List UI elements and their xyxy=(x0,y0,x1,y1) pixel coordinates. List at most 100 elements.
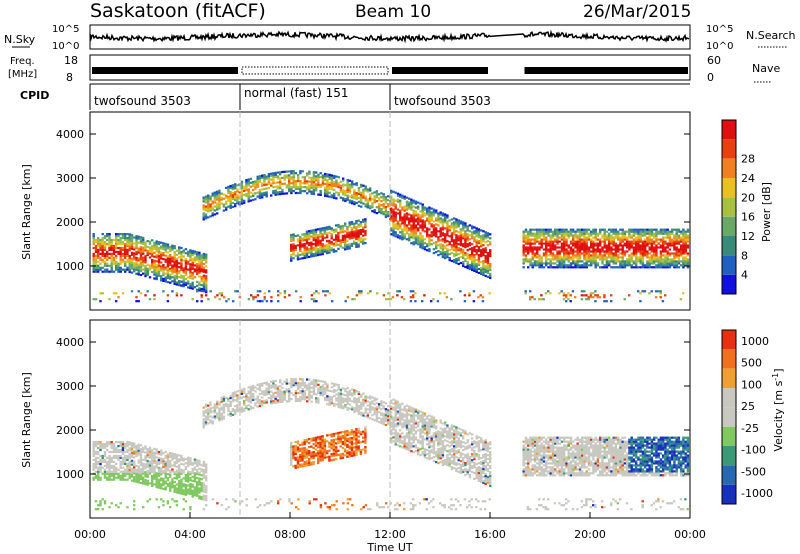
heatmap-cell xyxy=(671,244,674,247)
heatmap-cell xyxy=(330,196,334,199)
heatmap-cell xyxy=(387,205,390,208)
heatmap-cell xyxy=(371,192,374,195)
heatmap-cell xyxy=(446,248,449,251)
heatmap-cell xyxy=(346,245,349,248)
heatmap-cell xyxy=(142,238,145,241)
heatmap-cell xyxy=(146,290,149,293)
heatmap-cell xyxy=(644,266,647,269)
heatmap-cell xyxy=(578,248,582,251)
heatmap-cell xyxy=(533,236,537,239)
heatmap-cell xyxy=(135,246,138,250)
heatmap-cell xyxy=(601,260,604,263)
heatmap-cell xyxy=(489,237,492,240)
heatmap-cell xyxy=(364,220,367,223)
heatmap-cell xyxy=(547,258,550,261)
heatmap-cell xyxy=(200,478,203,481)
heatmap-cell xyxy=(412,211,415,214)
heatmap-cell xyxy=(193,458,197,461)
heatmap-cell xyxy=(213,193,217,196)
heatmap-cell xyxy=(572,242,575,245)
heatmap-cell xyxy=(428,242,431,245)
heatmap-cell xyxy=(558,240,561,243)
heatmap-cell xyxy=(130,445,134,448)
heatmap-cell xyxy=(106,262,109,265)
heatmap-cell xyxy=(450,259,454,263)
heatmap-cell xyxy=(126,472,129,475)
heatmap-cell xyxy=(605,234,609,237)
heatmap-cell xyxy=(243,399,246,402)
heatmap-cell xyxy=(200,260,203,263)
heatmap-cell xyxy=(637,244,640,247)
heatmap-cell xyxy=(599,232,602,235)
heatmap-cell xyxy=(464,265,467,269)
heatmap-cell xyxy=(144,255,147,258)
heatmap-cell xyxy=(666,254,669,257)
heatmap-cell xyxy=(97,476,100,479)
heatmap-cell xyxy=(328,239,331,242)
heatmap-cell xyxy=(684,260,687,263)
heatmap-cell xyxy=(155,246,158,249)
heatmap-cell xyxy=(153,251,156,254)
heatmap-cell xyxy=(108,441,111,444)
heatmap-cell xyxy=(202,484,206,487)
heatmap-cell xyxy=(276,181,280,184)
heatmap-cell xyxy=(323,236,327,239)
heatmap-cell xyxy=(166,247,170,250)
heatmap-cell xyxy=(480,272,483,275)
heatmap-cell xyxy=(337,194,340,197)
heatmap-cell xyxy=(484,241,487,244)
heatmap-cell xyxy=(162,472,165,475)
heatmap-cell xyxy=(148,446,152,449)
heatmap-cell xyxy=(92,454,95,458)
heatmap-cell xyxy=(108,456,111,459)
heatmap-cell xyxy=(106,270,109,273)
heatmap-cell xyxy=(182,471,185,474)
colorbar-tick-label: 16 xyxy=(741,211,755,224)
heatmap-cell xyxy=(229,400,232,404)
heatmap-cell xyxy=(455,238,458,241)
heatmap-cell xyxy=(175,489,179,492)
heatmap-cell xyxy=(367,292,370,295)
heatmap-cell xyxy=(297,174,300,177)
heatmap-cell xyxy=(245,193,248,196)
heatmap-cell xyxy=(196,486,199,489)
heatmap-cell xyxy=(126,450,129,454)
heatmap-cell xyxy=(477,296,480,299)
heatmap-cell xyxy=(378,199,381,202)
heatmap-cell xyxy=(108,252,111,255)
heatmap-cell xyxy=(673,256,676,259)
heatmap-cell xyxy=(578,232,582,235)
heatmap-cell xyxy=(542,242,546,245)
heatmap-cell xyxy=(360,205,363,208)
heatmap-cell xyxy=(453,233,456,236)
heatmap-cell xyxy=(578,252,582,255)
heatmap-cell xyxy=(547,248,550,251)
heatmap-cell xyxy=(592,242,595,245)
heatmap-cell xyxy=(357,239,360,242)
heatmap-cell xyxy=(196,476,199,480)
heatmap-cell xyxy=(193,486,197,489)
heatmap-cell xyxy=(554,258,557,261)
heatmap-cell xyxy=(524,246,528,249)
heatmap-cell xyxy=(137,477,140,480)
heatmap-cell xyxy=(348,225,351,228)
heatmap-cell xyxy=(610,248,613,251)
heatmap-cell xyxy=(171,468,174,471)
heatmap-cell xyxy=(585,238,588,241)
heatmap-cell xyxy=(360,290,363,293)
nsky-line xyxy=(89,29,690,44)
heatmap-cell xyxy=(276,399,280,402)
heatmap-cell xyxy=(623,264,627,267)
heatmap-cell xyxy=(211,416,214,419)
heatmap-cell xyxy=(312,231,315,234)
heatmap-cell xyxy=(115,235,118,238)
heatmap-cell xyxy=(339,225,342,228)
heatmap-cell xyxy=(569,228,573,231)
heatmap-cell xyxy=(623,234,627,237)
heatmap-cell xyxy=(630,264,633,267)
heatmap-cell xyxy=(489,241,492,244)
heatmap-cell xyxy=(187,280,190,283)
heatmap-cell xyxy=(290,259,293,262)
heatmap-cell xyxy=(337,231,340,234)
heatmap-cell xyxy=(446,228,449,231)
